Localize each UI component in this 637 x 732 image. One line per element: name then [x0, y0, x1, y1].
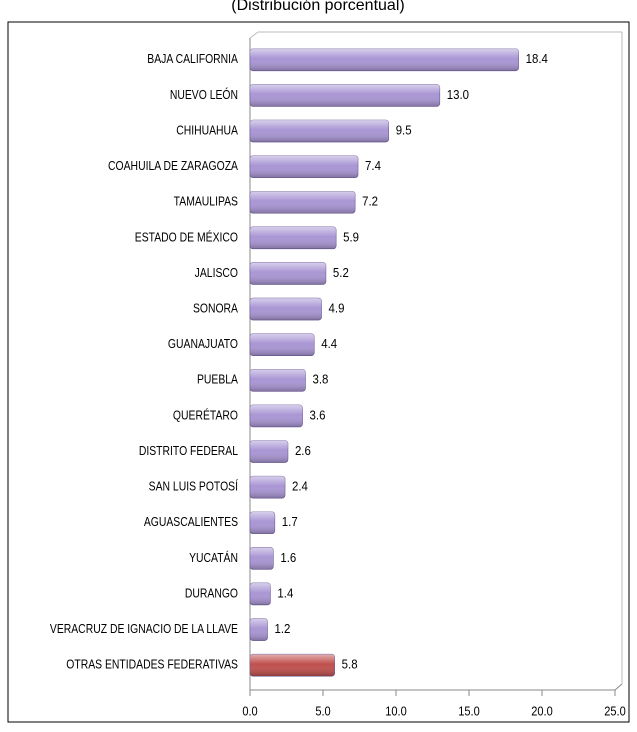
- x-tick-label: 15.0: [458, 704, 480, 719]
- value-label: 4.9: [329, 301, 345, 316]
- category-label: DISTRITO FEDERAL: [139, 444, 239, 458]
- value-label: 13.0: [447, 87, 469, 102]
- category-label: NUEVO LEÓN: [170, 88, 238, 102]
- bar-shade: [250, 618, 268, 641]
- bar-shade: [250, 84, 440, 107]
- value-label: 1.6: [280, 550, 296, 565]
- chart-frame: [7, 21, 630, 723]
- bar-shade: [250, 582, 271, 605]
- bar-shade: [250, 298, 322, 321]
- value-label: 2.4: [292, 479, 308, 494]
- value-label: 1.2: [275, 621, 291, 636]
- bar-shade: [250, 547, 274, 570]
- value-label: 5.2: [333, 265, 349, 280]
- category-labels: BAJA CALIFORNIA NUEVO LEÓN CHIHUAHUA COAHUI…: [50, 52, 239, 672]
- value-label: 2.6: [295, 443, 311, 458]
- x-tick-label: 25.0: [604, 704, 626, 719]
- bar-shade: [250, 476, 286, 499]
- value-label: 7.2: [362, 194, 378, 209]
- value-label: 3.6: [310, 408, 326, 423]
- category-label: AGUASCALIENTES: [144, 515, 238, 529]
- value-label: 9.5: [396, 123, 412, 138]
- bar-shade: [250, 654, 335, 677]
- bar-shade: [250, 155, 359, 178]
- category-label: CHIHUAHUA: [176, 123, 238, 137]
- category-label: JALISCO: [195, 266, 238, 280]
- category-label: PUEBLA: [197, 373, 238, 387]
- bar-shade: [250, 262, 326, 285]
- axis-depth: [614, 683, 623, 691]
- bar-shade: [250, 48, 519, 71]
- x-tick-label: 20.0: [531, 704, 553, 719]
- category-label: SAN LUIS POTOSÍ: [149, 480, 239, 494]
- x-tick-label: 0.0: [242, 704, 258, 719]
- value-label: 18.4: [526, 52, 548, 67]
- category-label: GUANAJUATO: [168, 337, 238, 351]
- category-label: QUERÉTARO: [173, 408, 238, 422]
- value-label: 1.4: [277, 586, 293, 601]
- chart-subtitle: (Distribución porcentual): [231, 0, 404, 14]
- x-tick-label: 10.0: [385, 704, 407, 719]
- bar-shade: [250, 369, 306, 392]
- value-label: 3.8: [312, 372, 328, 387]
- bar-shade: [250, 440, 288, 463]
- bar-shade: [250, 120, 389, 143]
- category-label: OTRAS ENTIDADES FEDERATIVAS: [66, 658, 238, 672]
- bar-shade: [250, 511, 275, 534]
- category-label: DURANGO: [185, 586, 238, 600]
- x-tick-label: 5.0: [315, 704, 331, 719]
- axis-depth: [249, 31, 259, 39]
- value-label: 5.9: [343, 230, 359, 245]
- value-label: 4.4: [321, 336, 337, 351]
- category-label: VERACRUZ DE IGNACIO DE LA LLAVE: [50, 622, 238, 636]
- bar-shade: [250, 404, 303, 427]
- bar-shade: [250, 226, 337, 249]
- category-label: TAMAULIPAS: [174, 195, 238, 209]
- bar-shade: [250, 191, 356, 214]
- category-label: YUCATÁN: [189, 551, 238, 565]
- value-label: 5.8: [342, 657, 358, 672]
- value-label: 1.7: [282, 515, 298, 530]
- category-label: BAJA CALIFORNIA: [147, 52, 238, 66]
- category-label: SONORA: [193, 301, 238, 315]
- bar-shade: [250, 333, 315, 356]
- category-label: ESTADO DE MÉXICO: [135, 230, 238, 244]
- category-label: COAHUILA DE ZARAGOZA: [108, 159, 238, 173]
- value-label: 7.4: [365, 158, 381, 173]
